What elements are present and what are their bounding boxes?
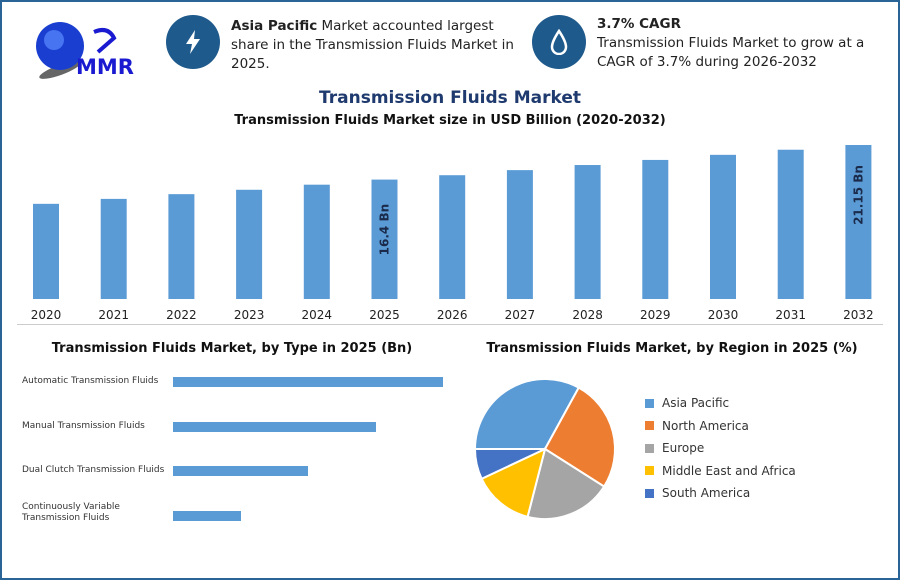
- legend-item: South America: [645, 482, 796, 505]
- bar-2028: [574, 165, 601, 299]
- main-subtitle: Transmission Fluids Market size in USD B…: [234, 113, 666, 128]
- info-bold: Asia Pacific: [231, 18, 318, 34]
- svg-text:MMR: MMR: [76, 55, 134, 79]
- bar-2032: [845, 145, 872, 299]
- x-tick-label: 2029: [640, 308, 671, 322]
- market-size-bar-chart: 2020 2021 2022 2023 2024 2025 16.4 Bn 2026 2027 2…: [31, 145, 874, 322]
- bar-2022: [168, 194, 195, 299]
- x-tick-label: 2023: [234, 308, 265, 322]
- x-tick-label: 2032: [843, 308, 874, 322]
- bar-2023: [236, 189, 263, 299]
- bar-2024: [303, 184, 330, 299]
- x-tick-label: 2021: [98, 308, 129, 322]
- divider: [17, 324, 883, 325]
- pie-slice-middle-east-and-africa: [480, 447, 547, 519]
- pie-slice-asia-pacific: [473, 378, 581, 450]
- type-category-label: Continuously Variable Transmission Fluid…: [22, 501, 120, 523]
- data-label: 21.15 Bn: [851, 165, 865, 225]
- type-bar: [173, 377, 443, 387]
- legend-label: South America: [662, 486, 751, 501]
- legend-swatch: [645, 443, 654, 453]
- legend-item: North America: [645, 415, 796, 438]
- bar-2029: [642, 159, 669, 299]
- lightning-icon: [166, 15, 220, 69]
- type-category-label: Dual Clutch Transmission Fluids: [22, 465, 165, 475]
- type-bar: [173, 466, 308, 476]
- x-tick-label: 2030: [708, 308, 739, 322]
- info-asia-pacific: Asia Pacific Market accounted largest sh…: [231, 17, 526, 74]
- info-text: Transmission Fluids Market to grow at a …: [597, 35, 865, 70]
- info-text: Market accounted largest share in the Tr…: [231, 18, 514, 72]
- type-category-label: Manual Transmission Fluids: [22, 420, 145, 431]
- type-category-label: Automatic Transmission Fluids: [22, 376, 159, 386]
- x-tick-label: 2022: [166, 308, 197, 322]
- legend-item: Middle East and Africa: [645, 460, 796, 483]
- legend-item: Asia Pacific: [645, 392, 796, 415]
- bar-2030: [710, 154, 736, 299]
- legend-swatch: [645, 421, 654, 431]
- x-tick-label: 2024: [302, 308, 333, 322]
- legend-item: Europe: [645, 437, 796, 460]
- bar-2021: [100, 198, 127, 299]
- legend-swatch: [645, 466, 654, 476]
- pie-slice-europe: [526, 447, 606, 520]
- type-chart-title: Transmission Fluids Market, by Type in 2…: [51, 341, 413, 356]
- legend-label: Middle East and Africa: [662, 463, 796, 478]
- bar-2026: [439, 175, 466, 299]
- main-title: Transmission Fluids Market: [319, 88, 581, 108]
- legend-swatch: [645, 398, 654, 408]
- legend-label: Europe: [662, 441, 705, 456]
- bar-2025: [371, 179, 398, 299]
- pie-legend: Asia Pacific North America Europe Middle Ea…: [645, 392, 796, 505]
- x-tick-label: 2020: [31, 308, 62, 322]
- drop-icon: [532, 15, 586, 69]
- legend-swatch: [645, 488, 654, 498]
- pie-slice-south-america: [473, 448, 546, 481]
- x-tick-label: 2027: [505, 308, 536, 322]
- type-bar-chart: Automatic Transmission Fluids Manual Tran…: [2, 362, 462, 562]
- mmr-logo: MMR: [30, 18, 140, 80]
- x-tick-label: 2028: [572, 308, 603, 322]
- pie-slice-north-america: [543, 386, 616, 488]
- type-bar: [173, 510, 241, 521]
- data-label: 16.4 Bn: [378, 204, 392, 255]
- region-pie-chart: [473, 378, 616, 520]
- x-tick-label: 2026: [437, 308, 468, 322]
- info-cagr: 3.7% CAGR Transmission Fluids Market to g…: [597, 15, 887, 72]
- legend-label: Asia Pacific: [662, 396, 730, 411]
- bar-2031: [777, 149, 804, 299]
- legend-label: North America: [662, 418, 749, 433]
- region-chart-title: Transmission Fluids Market, by Region in…: [486, 341, 858, 356]
- x-tick-label: 2031: [775, 308, 806, 322]
- info-bold: 3.7% CAGR: [597, 16, 681, 32]
- x-tick-label: 2025: [369, 308, 400, 322]
- bar-2027: [506, 170, 533, 299]
- type-bar: [173, 421, 376, 432]
- bar-2020: [33, 203, 59, 299]
